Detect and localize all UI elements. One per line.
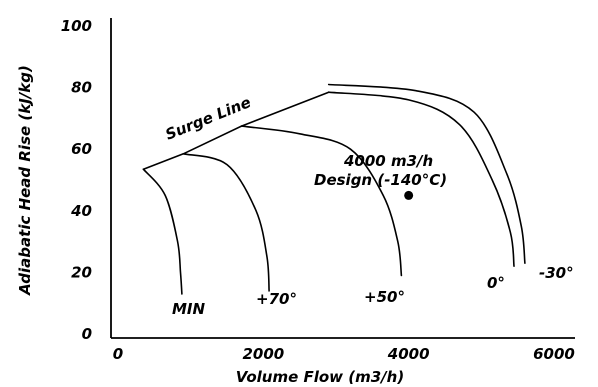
- speed-curve-0: [142, 168, 183, 295]
- x-tick-label: 4000: [387, 345, 430, 363]
- x-tick-label: 0: [113, 345, 123, 363]
- curve-label-minus-30: -30°: [539, 264, 574, 282]
- y-tick-label: 40: [70, 202, 92, 220]
- curve-label-plus-50: +50°: [364, 288, 405, 306]
- y-axis-label: Adiabatic Head Rise (kJ/kg): [16, 65, 34, 296]
- speed-curves: [142, 83, 526, 295]
- x-tick-label: 6000: [533, 345, 575, 363]
- speed-curve-3: [327, 91, 515, 267]
- speed-curve-4: [327, 83, 526, 264]
- curve-label-min: MIN: [172, 300, 206, 318]
- y-tick-labels: 0 20 40 60 80 100: [61, 17, 92, 343]
- y-tick-label: 80: [71, 79, 92, 97]
- design-point-temp-label: Design (-140°C): [314, 171, 447, 189]
- design-point-marker: [404, 190, 414, 200]
- speed-curve-1: [182, 153, 270, 292]
- x-axis-label: Volume Flow (m3/h): [236, 368, 404, 386]
- curve-label-plus-70: +70°: [256, 290, 297, 308]
- y-tick-label: 60: [71, 140, 92, 158]
- x-tick-labels: 0 2000 4000 6000: [113, 345, 575, 363]
- surge-line: [142, 91, 330, 170]
- curve-label-zero: 0°: [487, 274, 505, 292]
- speed-curve-2: [240, 125, 403, 277]
- x-tick-label: 2000: [242, 345, 284, 363]
- y-tick-label: 20: [71, 263, 92, 281]
- y-tick-label: 100: [61, 17, 92, 35]
- surge-line-label: Surge Line: [163, 93, 254, 144]
- y-tick-label: 0: [82, 325, 92, 343]
- design-point-flow-label: 4000 m3/h: [343, 152, 433, 170]
